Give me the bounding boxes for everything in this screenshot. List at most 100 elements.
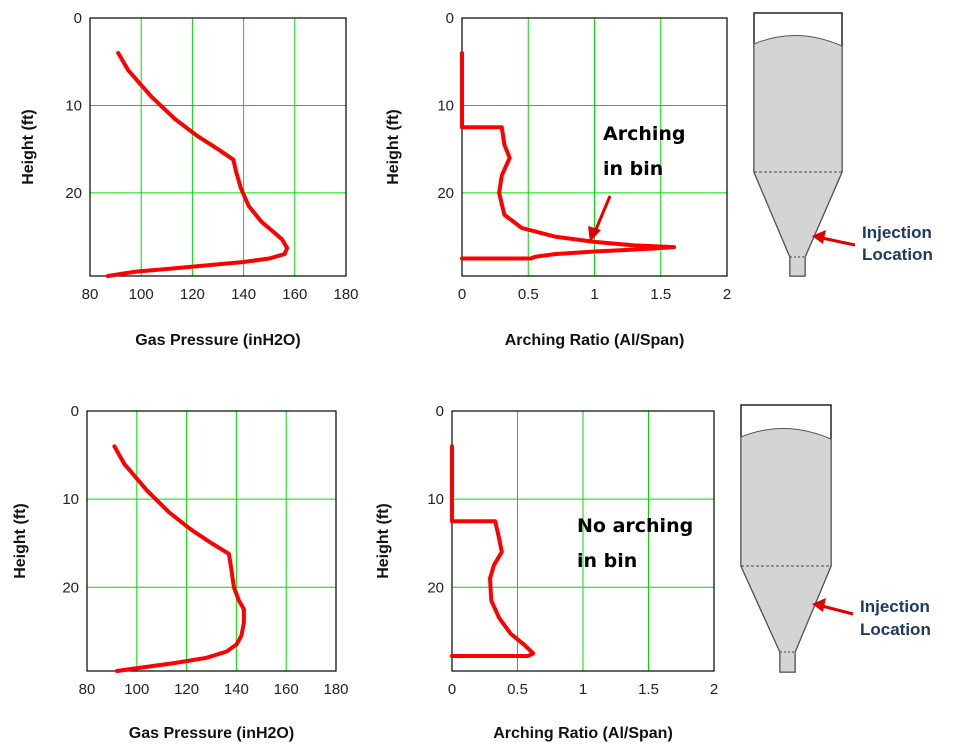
data-point — [450, 445, 454, 448]
plot-frame — [451, 410, 715, 672]
data-point — [503, 213, 506, 216]
x-tick-label: 100 — [129, 286, 154, 303]
series-line — [105, 51, 290, 278]
x-tick-label: 80 — [82, 286, 99, 303]
data-point — [123, 462, 126, 466]
data-point — [497, 191, 501, 195]
panel-top-gas-pressure: 80 100 120 140 160 180 0 10 20 Gas Pressure (inH2… — [20, 10, 359, 349]
data-point — [280, 238, 284, 241]
x-tick-label: 160 — [282, 286, 307, 303]
data-point — [127, 69, 130, 72]
data-point — [285, 246, 289, 250]
data-point — [526, 654, 530, 658]
injection-label-bottom-line2: Location — [860, 620, 931, 639]
data-point — [488, 577, 492, 580]
plot-frame — [89, 17, 347, 277]
series-line — [450, 444, 536, 658]
data-point — [533, 255, 537, 258]
x-tick-label: 1.5 — [650, 286, 671, 303]
data-point — [460, 51, 464, 55]
data-point — [633, 244, 636, 247]
data-point — [150, 95, 153, 98]
data-point — [230, 568, 233, 571]
injection-arrow-bottom — [812, 598, 854, 616]
bin-diagram-top — [753, 12, 843, 277]
y-tick-label: 10 — [437, 97, 454, 114]
data-point — [235, 643, 238, 646]
data-point — [553, 235, 556, 238]
data-point — [232, 158, 235, 161]
annotation-no-arching-line2: in bin — [577, 550, 637, 572]
data-point — [646, 247, 649, 251]
data-point — [173, 117, 176, 120]
y-tick-label: 20 — [62, 579, 79, 596]
data-point — [270, 229, 273, 232]
bin-diagram-bottom — [740, 404, 832, 673]
data-point — [522, 643, 526, 646]
data-point — [500, 126, 503, 129]
data-point — [116, 51, 120, 55]
data-point — [227, 552, 231, 555]
y-tick-label: 10 — [427, 491, 444, 508]
data-point — [672, 245, 676, 249]
data-point — [205, 656, 208, 659]
data-point — [225, 650, 228, 653]
x-tick-label: 0 — [448, 681, 456, 698]
data-point — [116, 273, 120, 276]
data-point — [460, 257, 464, 260]
data-point — [497, 537, 501, 540]
data-point — [134, 270, 138, 273]
y-tick-label: 10 — [62, 491, 79, 508]
data-point — [500, 550, 503, 554]
y-tick-label: 10 — [65, 97, 82, 114]
x-tick-label: 80 — [79, 681, 96, 698]
x-axis-title: Gas Pressure (inH2O) — [135, 332, 300, 349]
data-point — [283, 252, 286, 256]
data-point — [113, 445, 116, 448]
x-axis-title: Arching Ratio (Al/Span) — [505, 332, 685, 349]
y-tick-label: 20 — [65, 185, 82, 202]
data-point — [593, 250, 596, 253]
panel-bottom-gas-pressure: 80 100 120 140 160 180 0 10 20 Gas Pressure (inH2… — [12, 403, 349, 742]
injection-label-top-line1: Injection — [862, 223, 932, 242]
data-point — [210, 542, 213, 545]
x-tick-label: 2 — [723, 286, 731, 303]
data-point — [490, 599, 493, 602]
data-point — [232, 586, 236, 589]
x-tick-label: 2 — [710, 681, 718, 698]
data-point — [237, 599, 241, 602]
x-tick-label: 140 — [231, 286, 256, 303]
y-axis-title: Height (ft) — [375, 503, 392, 579]
data-point — [165, 267, 168, 271]
x-tick-label: 180 — [323, 681, 348, 698]
y-tick-label: 0 — [71, 403, 79, 420]
data-point — [196, 134, 199, 138]
data-point — [106, 274, 110, 278]
data-point — [239, 187, 243, 190]
x-tick-label: 120 — [180, 286, 205, 303]
data-point — [234, 169, 238, 173]
data-point — [529, 257, 533, 260]
data-point — [115, 669, 119, 673]
series-line — [460, 51, 676, 261]
x-tick-label: 1.5 — [638, 681, 659, 698]
data-point — [532, 652, 535, 655]
data-point — [216, 147, 220, 151]
x-axis-title: Gas Pressure (inH2O) — [129, 725, 294, 742]
series-line — [112, 444, 246, 673]
data-point — [503, 143, 506, 147]
data-point — [268, 257, 271, 260]
data-point — [145, 489, 148, 492]
data-point — [492, 564, 496, 567]
x-axis-title: Arching Ratio (Al/Span) — [493, 725, 673, 742]
data-point — [242, 608, 246, 611]
injection-label-bottom-line1: Injection — [860, 597, 930, 616]
data-point — [190, 528, 193, 532]
y-tick-label: 20 — [427, 579, 444, 596]
data-point — [167, 511, 171, 514]
y-tick-label: 0 — [446, 10, 454, 27]
data-point — [508, 156, 511, 160]
x-tick-label: 0 — [458, 286, 466, 303]
x-tick-label: 1 — [590, 286, 598, 303]
